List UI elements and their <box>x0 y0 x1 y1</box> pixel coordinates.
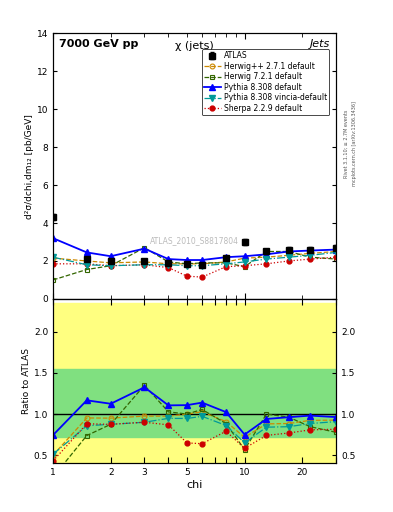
Pythia 8.308 vincia-default <box>308 252 312 259</box>
Pythia 8.308 default <box>242 253 247 259</box>
Sherpa 2.2.9 default <box>286 258 291 264</box>
Herwig++ 2.7.1 default <box>286 252 291 259</box>
Y-axis label: d²σ/dchi,dm₁₂ [pb/GeV]: d²σ/dchi,dm₁₂ [pb/GeV] <box>25 114 34 219</box>
Sherpa 2.2.9 default <box>84 261 89 267</box>
Herwig++ 2.7.1 default <box>108 260 113 266</box>
Herwig++ 2.7.1 default <box>142 259 147 265</box>
Herwig 7.2.1 default <box>224 260 228 266</box>
Line: Herwig 7.2.1 default: Herwig 7.2.1 default <box>51 245 338 283</box>
Herwig++ 2.7.1 default <box>166 261 171 267</box>
Herwig++ 2.7.1 default <box>200 261 204 267</box>
Herwig++ 2.7.1 default <box>334 248 338 254</box>
Herwig++ 2.7.1 default <box>242 255 247 261</box>
Herwig++ 2.7.1 default <box>224 259 228 265</box>
Pythia 8.308 vincia-default <box>200 263 204 269</box>
Pythia 8.308 default <box>142 246 147 252</box>
Pythia 8.308 default <box>185 257 189 263</box>
Pythia 8.308 vincia-default <box>142 262 147 268</box>
Pythia 8.308 vincia-default <box>242 259 247 265</box>
Text: Jets: Jets <box>310 38 331 49</box>
Pythia 8.308 default <box>308 247 312 253</box>
Herwig 7.2.1 default <box>308 254 312 260</box>
Pythia 8.308 default <box>224 254 228 260</box>
Line: Pythia 8.308 default: Pythia 8.308 default <box>50 235 339 263</box>
Pythia 8.308 default <box>334 246 338 252</box>
Text: Rivet 3.1.10; ≥ 2.7M events: Rivet 3.1.10; ≥ 2.7M events <box>344 109 349 178</box>
Pythia 8.308 vincia-default <box>334 249 338 255</box>
Herwig++ 2.7.1 default <box>185 261 189 267</box>
Sherpa 2.2.9 default <box>51 261 55 267</box>
Text: 7000 GeV pp: 7000 GeV pp <box>59 38 138 49</box>
Sherpa 2.2.9 default <box>224 264 228 270</box>
Herwig++ 2.7.1 default <box>264 254 269 260</box>
Legend: ATLAS, Herwig++ 2.7.1 default, Herwig 7.2.1 default, Pythia 8.308 default, Pythi: ATLAS, Herwig++ 2.7.1 default, Herwig 7.… <box>202 49 329 115</box>
Herwig 7.2.1 default <box>200 260 204 266</box>
Herwig 7.2.1 default <box>242 264 247 270</box>
Sherpa 2.2.9 default <box>200 274 204 280</box>
Pythia 8.308 default <box>166 256 171 262</box>
Sherpa 2.2.9 default <box>142 262 147 268</box>
Herwig 7.2.1 default <box>166 259 171 265</box>
Sherpa 2.2.9 default <box>308 256 312 262</box>
Pythia 8.308 default <box>84 249 89 255</box>
X-axis label: chi: chi <box>186 480 203 490</box>
Pythia 8.308 vincia-default <box>224 261 228 267</box>
Bar <box>53 303 336 463</box>
Line: Herwig++ 2.7.1 default: Herwig++ 2.7.1 default <box>51 249 338 266</box>
Pythia 8.308 vincia-default <box>51 254 55 260</box>
Sherpa 2.2.9 default <box>264 261 269 267</box>
Pythia 8.308 vincia-default <box>108 263 113 269</box>
Sherpa 2.2.9 default <box>185 273 189 279</box>
Herwig 7.2.1 default <box>84 266 89 272</box>
Text: mcplots.cern.ch [arXiv:1306.3436]: mcplots.cern.ch [arXiv:1306.3436] <box>352 101 357 186</box>
Pythia 8.308 vincia-default <box>84 262 89 268</box>
Pythia 8.308 vincia-default <box>166 262 171 268</box>
Sherpa 2.2.9 default <box>108 263 113 269</box>
Sherpa 2.2.9 default <box>242 263 247 269</box>
Text: χ (jets): χ (jets) <box>175 41 214 51</box>
Y-axis label: Ratio to ATLAS: Ratio to ATLAS <box>22 348 31 414</box>
Sherpa 2.2.9 default <box>166 265 171 271</box>
Herwig++ 2.7.1 default <box>84 258 89 264</box>
Pythia 8.308 default <box>264 251 269 258</box>
Bar <box>53 369 336 437</box>
Herwig++ 2.7.1 default <box>51 255 55 261</box>
Pythia 8.308 default <box>286 248 291 254</box>
Herwig 7.2.1 default <box>264 248 269 254</box>
Pythia 8.308 vincia-default <box>286 254 291 260</box>
Pythia 8.308 vincia-default <box>185 263 189 269</box>
Herwig 7.2.1 default <box>142 245 147 251</box>
Herwig++ 2.7.1 default <box>308 250 312 257</box>
Herwig 7.2.1 default <box>286 248 291 254</box>
Text: ATLAS_2010_S8817804: ATLAS_2010_S8817804 <box>150 236 239 245</box>
Herwig 7.2.1 default <box>185 261 189 267</box>
Pythia 8.308 default <box>51 235 55 241</box>
Line: Pythia 8.308 vincia-default: Pythia 8.308 vincia-default <box>50 249 339 269</box>
Pythia 8.308 default <box>108 253 113 259</box>
Line: Sherpa 2.2.9 default: Sherpa 2.2.9 default <box>51 255 338 280</box>
Herwig 7.2.1 default <box>51 277 55 283</box>
Pythia 8.308 default <box>200 257 204 263</box>
Sherpa 2.2.9 default <box>334 254 338 260</box>
Pythia 8.308 vincia-default <box>264 256 269 262</box>
Herwig 7.2.1 default <box>334 256 338 262</box>
Herwig 7.2.1 default <box>108 263 113 269</box>
